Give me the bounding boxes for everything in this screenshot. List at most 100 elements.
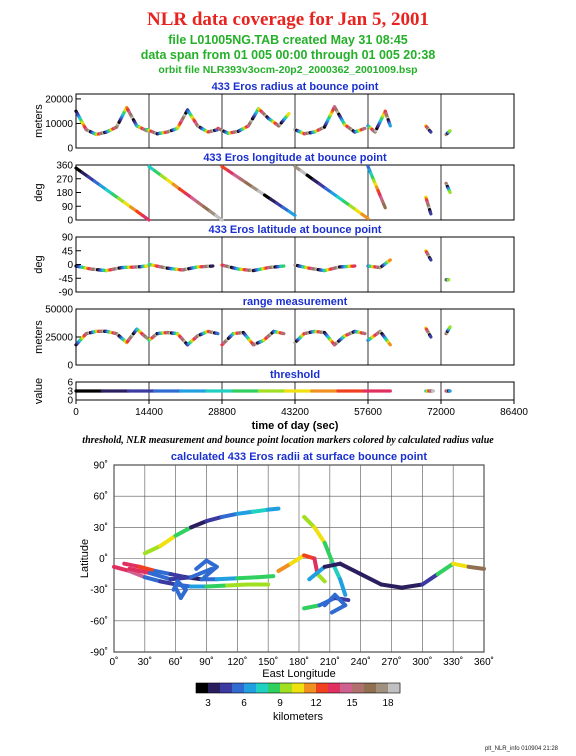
y-tick-label: 0 bbox=[67, 216, 73, 227]
y-tick-label: 25000 bbox=[45, 333, 73, 344]
bounce-track bbox=[288, 553, 307, 566]
data-segment bbox=[387, 342, 392, 347]
y-tick-label: 90 bbox=[62, 202, 74, 213]
y-tick-label: 30˚ bbox=[94, 522, 108, 534]
bounce-track bbox=[379, 582, 404, 590]
bounce-track bbox=[142, 575, 163, 584]
y-tick-label: 6 bbox=[67, 378, 73, 389]
y-tick-label: 0 bbox=[67, 260, 73, 271]
x-tick-label: 57600 bbox=[354, 407, 382, 418]
file-info: file L01005NG.TAB created May 31 08:45 bbox=[168, 33, 408, 47]
x-tick-label: 0˚ bbox=[110, 656, 119, 668]
y-tick-label: 3 bbox=[67, 387, 73, 398]
footer-stamp: plt_NLR_info 010904 21:28 bbox=[484, 746, 558, 752]
y-tick-label: 270 bbox=[56, 174, 73, 185]
bounce-track bbox=[322, 561, 343, 569]
bounce-track bbox=[219, 511, 240, 519]
bounce-track bbox=[168, 575, 194, 582]
y-tick-label: -90˚ bbox=[90, 647, 108, 659]
data-segment bbox=[144, 335, 149, 340]
bounce-track bbox=[322, 540, 335, 566]
panel-title: range measurement bbox=[243, 296, 348, 308]
x-tick-label: 60˚ bbox=[168, 656, 182, 668]
bounce-track bbox=[202, 564, 219, 580]
bounce-track bbox=[399, 582, 425, 590]
data-segment bbox=[214, 213, 224, 222]
figure-caption: threshold, NLR measurement and bounce po… bbox=[82, 435, 494, 446]
bounce-track bbox=[338, 577, 348, 597]
colorbar-cell bbox=[388, 683, 401, 693]
bounce-track bbox=[302, 514, 317, 530]
y-axis-label: meters bbox=[33, 320, 45, 354]
bounce-track bbox=[194, 558, 209, 571]
colorbar-cell bbox=[352, 683, 365, 693]
bounce-track bbox=[315, 572, 327, 584]
bounce-track bbox=[235, 575, 260, 581]
bounce-track bbox=[358, 572, 384, 587]
colorbar-frame bbox=[195, 682, 401, 694]
y-tick-label: 90 bbox=[62, 233, 74, 244]
bounce-track bbox=[266, 506, 281, 512]
bounce-track bbox=[153, 568, 173, 577]
y-axis-label: Latitude bbox=[79, 539, 91, 578]
data-segment bbox=[360, 212, 370, 221]
colorbar-cell bbox=[232, 683, 245, 693]
colorbar-label: kilometers bbox=[273, 711, 324, 723]
colorbar-cell bbox=[280, 683, 293, 693]
colorbar-tick: 6 bbox=[241, 698, 247, 709]
data-segment bbox=[382, 202, 387, 210]
colorbar-cell bbox=[316, 683, 329, 693]
bounce-track bbox=[225, 582, 250, 588]
data-segment bbox=[286, 112, 291, 117]
x-tick-label: 43200 bbox=[281, 407, 309, 418]
x-tick-label: 180˚ bbox=[289, 656, 309, 668]
bounce-track bbox=[171, 579, 180, 592]
bounce-track bbox=[158, 533, 178, 549]
x-tick-label: 240˚ bbox=[351, 656, 371, 668]
colorbar-cell bbox=[268, 683, 281, 693]
bounce-track bbox=[127, 568, 147, 580]
colorbar-cell bbox=[292, 683, 305, 693]
y-tick-label: 10000 bbox=[45, 119, 73, 130]
bounce-track bbox=[255, 574, 276, 580]
bounce-track bbox=[250, 507, 271, 514]
y-axis-label: meters bbox=[33, 104, 45, 138]
bounce-track bbox=[338, 561, 363, 577]
y-axis-label: value bbox=[33, 378, 45, 404]
y-tick-label: 90˚ bbox=[94, 460, 108, 472]
colorbar-tick: 3 bbox=[205, 698, 211, 709]
colorbar-tick: 15 bbox=[346, 698, 358, 709]
bounce-track bbox=[122, 561, 142, 569]
bounce-track bbox=[435, 561, 456, 577]
colorbar-cell bbox=[376, 683, 389, 693]
x-tick-label: 150˚ bbox=[258, 656, 278, 668]
map-title: calculated 433 Eros radii at surface bou… bbox=[171, 451, 427, 463]
bounce-track bbox=[127, 566, 152, 576]
y-tick-label: 20000 bbox=[45, 94, 73, 105]
x-tick-label: 86400 bbox=[500, 407, 528, 418]
colorbar-cell bbox=[244, 683, 257, 693]
bounce-track bbox=[112, 564, 132, 573]
x-axis-label: East Longitude bbox=[262, 668, 335, 680]
colorbar-cell bbox=[208, 683, 221, 693]
y-tick-label: 0 bbox=[67, 361, 73, 372]
x-tick-label: 30˚ bbox=[138, 656, 152, 668]
colorbar-cell bbox=[364, 683, 377, 693]
bounce-track bbox=[204, 514, 224, 524]
bounce-track bbox=[420, 572, 440, 587]
data-span-info: data span from 01 005 00:00 through 01 0… bbox=[140, 48, 436, 62]
bounce-track bbox=[466, 564, 486, 571]
page-title: NLR data coverage for Jan 5, 2001 bbox=[147, 9, 429, 30]
data-segment bbox=[141, 214, 151, 222]
y-axis-label: deg bbox=[33, 183, 45, 201]
bounce-track bbox=[332, 592, 348, 608]
x-tick-label: 72000 bbox=[427, 407, 455, 418]
bounce-track bbox=[276, 561, 293, 573]
bounce-track bbox=[312, 525, 327, 545]
y-tick-label: -45 bbox=[59, 274, 74, 285]
y-tick-label: 45 bbox=[62, 246, 74, 257]
colorbar-tick: 12 bbox=[310, 698, 322, 709]
colorbar-tick: 9 bbox=[277, 698, 283, 709]
y-tick-label: 0 bbox=[67, 144, 73, 155]
